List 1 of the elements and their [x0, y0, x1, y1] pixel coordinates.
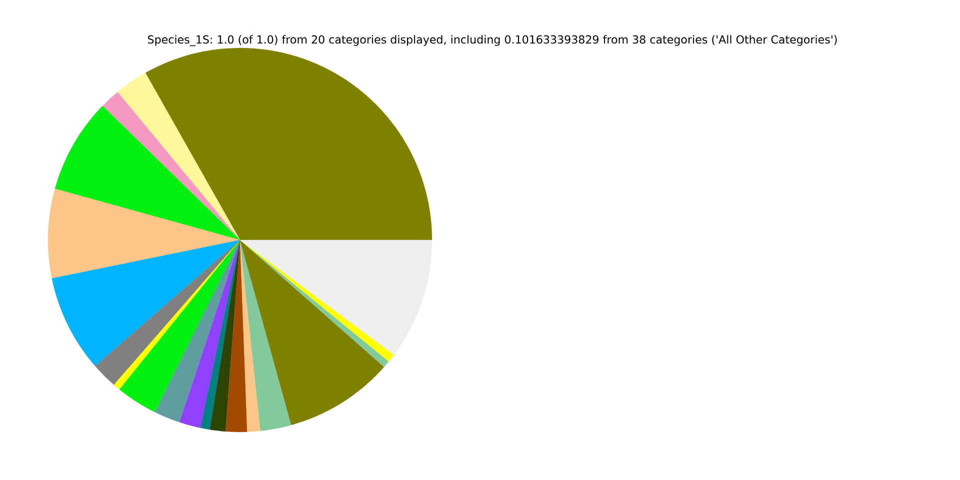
text: Species_1S: 1.0 (of 1.0) from 20 categories displayed, including 0.101633393829 from 38 categories ('All Other Categories')	[148, 35, 837, 46]
